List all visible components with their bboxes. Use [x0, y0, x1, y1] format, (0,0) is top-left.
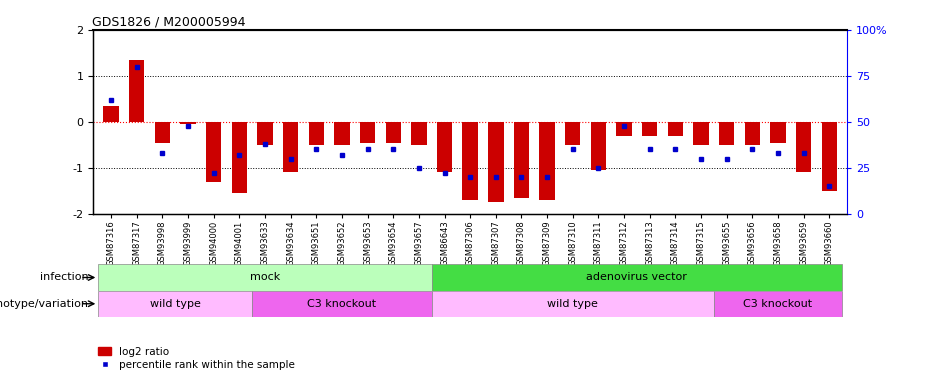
Bar	[99, 264, 432, 291]
Text: wild type: wild type	[547, 299, 599, 309]
Bar	[432, 291, 714, 317]
Bar	[181, 122, 196, 124]
Bar	[103, 106, 119, 122]
Bar	[360, 122, 375, 142]
Bar	[232, 122, 247, 193]
Bar	[590, 122, 606, 170]
Bar	[668, 122, 683, 136]
Bar	[206, 122, 222, 182]
Bar	[252, 291, 432, 317]
Bar	[616, 122, 632, 136]
Bar	[642, 122, 657, 136]
Text: genotype/variation: genotype/variation	[0, 299, 88, 309]
Bar	[385, 122, 401, 142]
Bar	[488, 122, 504, 202]
Bar	[821, 122, 837, 191]
Bar	[694, 122, 708, 145]
Bar	[565, 122, 580, 145]
Text: GDS1826 / M200005994: GDS1826 / M200005994	[92, 16, 246, 29]
Bar	[514, 122, 529, 198]
Bar	[463, 122, 478, 200]
Bar	[796, 122, 811, 172]
Bar	[770, 122, 786, 142]
Bar	[432, 264, 842, 291]
Text: mock: mock	[250, 273, 280, 282]
Text: adenovirus vector: adenovirus vector	[587, 273, 687, 282]
Text: C3 knockout: C3 knockout	[307, 299, 376, 309]
Bar	[412, 122, 426, 145]
Bar	[283, 122, 298, 172]
Bar	[129, 60, 144, 122]
Bar	[539, 122, 555, 200]
Bar	[257, 122, 273, 145]
Legend: log2 ratio, percentile rank within the sample: log2 ratio, percentile rank within the s…	[99, 346, 295, 370]
Text: wild type: wild type	[150, 299, 200, 309]
Text: C3 knockout: C3 knockout	[743, 299, 813, 309]
Bar	[308, 122, 324, 145]
Bar	[99, 291, 252, 317]
Bar	[714, 291, 842, 317]
Bar	[155, 122, 170, 142]
Bar	[745, 122, 760, 145]
Bar	[334, 122, 350, 145]
Bar	[719, 122, 735, 145]
Bar	[437, 122, 452, 172]
Text: infection: infection	[40, 273, 88, 282]
